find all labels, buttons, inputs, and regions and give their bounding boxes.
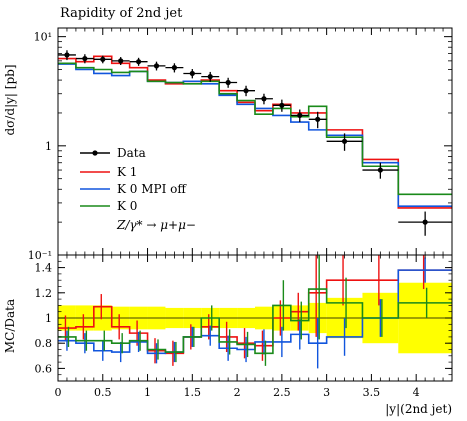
data-point-2 (100, 56, 106, 62)
x-tick-label-0: 0 (55, 386, 62, 399)
data-point-3 (118, 58, 124, 64)
data-point-4 (135, 59, 142, 65)
legend-process-label: Z/γ* → μ+μ− (116, 218, 196, 232)
data-point-14 (315, 116, 321, 122)
data-point-15 (341, 138, 348, 144)
y-bottom-tick-label-3: 1.2 (35, 287, 53, 300)
x-tick-label-5: 2.5 (273, 386, 291, 399)
data-point-12 (279, 102, 285, 108)
data-point-13 (297, 112, 303, 118)
y-axis-label-bottom: MC/Data (3, 299, 17, 353)
y-bottom-tick-label-0: 0.6 (35, 362, 53, 375)
data-point-5 (153, 63, 160, 69)
y-top-tick-label-0: 10¹ (34, 31, 52, 44)
y-bottom-tick-label-1: 0.8 (35, 337, 53, 350)
data-point-6 (171, 65, 178, 71)
y-axis-label-top: dσ/d|y| [pb] (3, 64, 17, 135)
x-tick-label-8: 4 (413, 386, 420, 399)
y-bottom-tick-label-2: 1 (45, 312, 52, 325)
legend-label-k1: K 1 (117, 165, 137, 179)
x-tick-label-1: 0.5 (94, 386, 112, 399)
legend-label-k0: K 0 (117, 199, 137, 213)
data-point-16 (377, 167, 383, 173)
data-point-1 (82, 55, 88, 62)
x-tick-label-7: 3.5 (363, 386, 381, 399)
data-point-8 (207, 74, 213, 80)
chart-title: Rapidity of 2nd jet (60, 6, 183, 21)
legend-label-data: Data (117, 146, 146, 160)
data-point-11 (261, 96, 267, 102)
y-top-tick-label-2: 10⁻¹ (28, 249, 52, 262)
x-tick-label-6: 3 (323, 386, 330, 399)
x-tick-label-4: 2 (234, 386, 241, 399)
series-k-0-histogram (58, 62, 452, 196)
y-bottom-tick-label-4: 1.4 (35, 262, 53, 275)
legend-data-marker (92, 150, 98, 156)
x-axis-label: |y|(2nd jet) (385, 402, 452, 416)
legend: Data K 1 K 0 MPI off K 0 Z/γ* → μ+μ− (80, 146, 196, 232)
data-point-9 (225, 79, 231, 86)
x-tick-label-3: 1.5 (184, 386, 202, 399)
y-top-tick-label-1: 1 (45, 140, 52, 153)
legend-label-k0-mpi-off: K 0 MPI off (117, 182, 187, 196)
series-k-0-ratio (58, 288, 452, 355)
data-point-7 (189, 70, 195, 77)
data-point-0 (64, 52, 70, 58)
x-tick-label-2: 1 (144, 386, 151, 399)
data-point-17 (422, 219, 428, 225)
data-point-10 (243, 88, 249, 94)
